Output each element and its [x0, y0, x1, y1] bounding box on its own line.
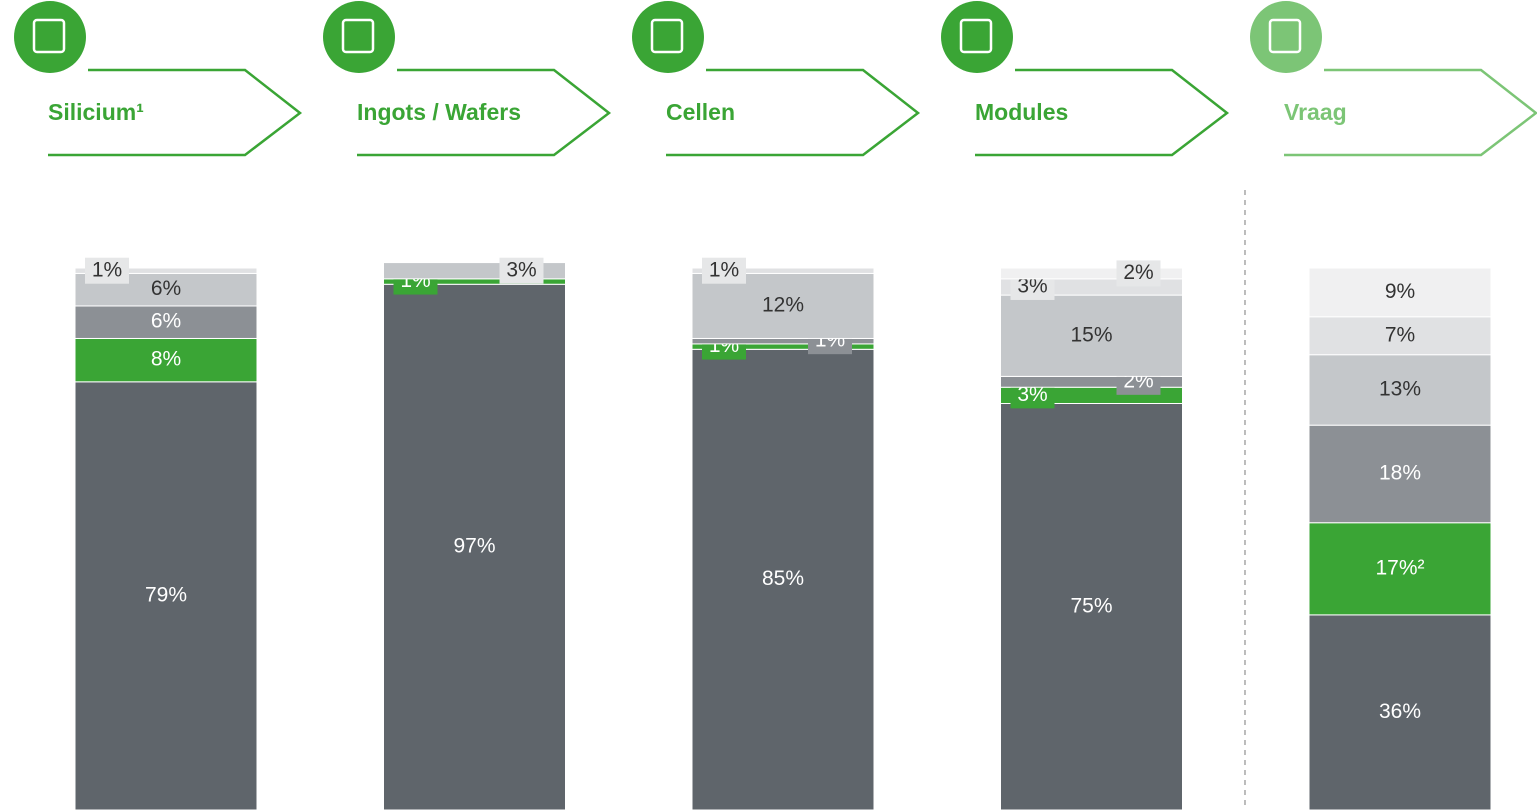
bar-segment [1308, 267, 1492, 318]
bar-segment [1000, 403, 1183, 810]
header-icon [941, 1, 1013, 73]
bar-segment [1308, 424, 1492, 524]
value-label: 12% [762, 293, 804, 316]
value-label: 2% [1123, 261, 1153, 284]
header-icon [632, 1, 704, 73]
value-label: 15% [1070, 323, 1112, 346]
value-label: 6% [151, 310, 181, 333]
value-label: 8% [151, 348, 181, 371]
icon-glyph [341, 18, 375, 54]
value-label: 85% [762, 567, 804, 590]
header-icon [323, 1, 395, 73]
bar-segment [691, 348, 875, 810]
value-label-box [499, 257, 544, 284]
bar-segment [74, 267, 258, 274]
value-label: 9% [1385, 280, 1415, 303]
header-icon [1250, 1, 1322, 73]
icon-glyph [650, 18, 684, 54]
value-label: 17%² [1375, 556, 1424, 579]
value-label: 36% [1379, 700, 1421, 723]
header-chevron [666, 68, 921, 157]
header-chevron [357, 68, 612, 157]
header-chevron [1284, 68, 1537, 157]
category-label: Cellen [666, 99, 735, 125]
value-label: 75% [1070, 594, 1112, 617]
bar-segment [691, 267, 875, 274]
header-chevron [975, 68, 1230, 157]
icon-glyph [1268, 18, 1302, 54]
header-chevron [48, 68, 303, 157]
value-label: 1% [709, 258, 739, 281]
bar-segment [1000, 267, 1183, 280]
header-icon [14, 1, 86, 73]
value-label: 97% [453, 535, 495, 558]
icon-glyph [32, 18, 66, 54]
bar-segment [74, 381, 258, 810]
bar-segment [1308, 354, 1492, 426]
bar-segment [691, 272, 875, 339]
bar-segment [1308, 614, 1492, 810]
category-label: Silicium¹ [48, 99, 144, 125]
bar-segment [1308, 522, 1492, 616]
category-label: Modules [975, 99, 1068, 125]
value-label-box [85, 257, 129, 284]
value-label: 3% [1017, 275, 1047, 298]
bar-segment [1000, 294, 1183, 377]
value-label: 3% [506, 258, 536, 281]
value-label: 6% [151, 277, 181, 300]
icon-glyph [959, 18, 993, 54]
value-label: 18% [1379, 462, 1421, 485]
value-label: 1% [92, 258, 122, 281]
value-label: 3% [1017, 383, 1047, 406]
value-label-box [1116, 260, 1161, 287]
value-label: 79% [145, 583, 187, 606]
value-label: 7% [1385, 323, 1415, 346]
value-label-box [702, 257, 746, 284]
category-label: Vraag [1284, 99, 1347, 125]
value-label: 13% [1379, 377, 1421, 400]
category-label: Ingots / Wafers [357, 99, 521, 125]
